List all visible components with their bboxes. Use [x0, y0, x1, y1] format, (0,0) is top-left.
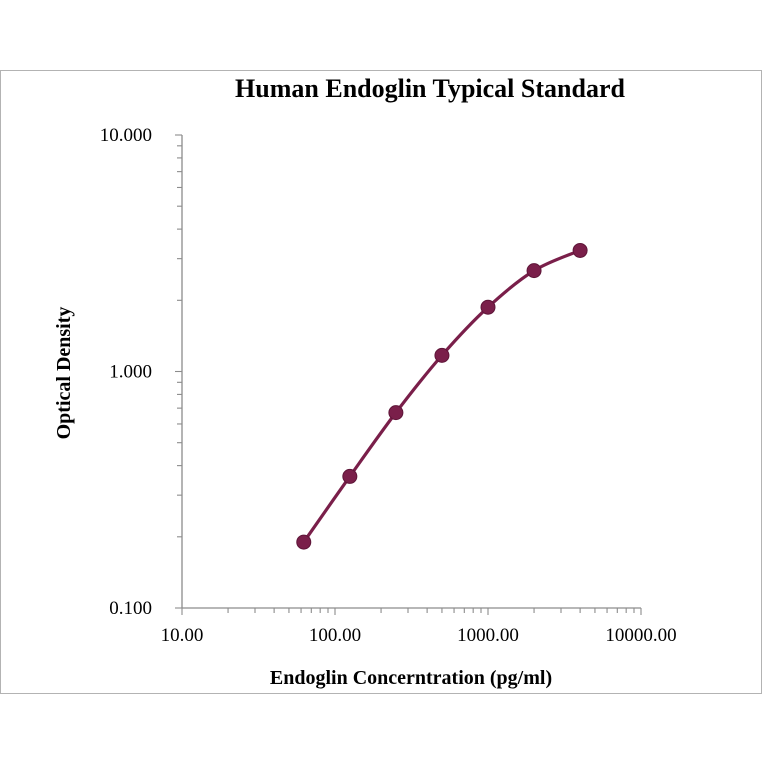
x-tick-label: 10000.00 — [605, 625, 676, 646]
x-tick-label: 1000.00 — [457, 625, 519, 646]
x-tick-label: 100.00 — [309, 625, 361, 646]
series-group — [296, 242, 588, 550]
y-axis-label: Optical Density — [53, 307, 75, 440]
y-tick-label: 0.100 — [109, 598, 152, 619]
data-point — [572, 242, 588, 258]
x-axis-label: Endoglin Concerntration (pg/ml) — [270, 667, 552, 689]
series-line — [302, 248, 582, 544]
data-point — [480, 299, 496, 315]
x-axis-ticks — [181, 608, 642, 615]
data-point — [342, 468, 358, 484]
data-point — [388, 405, 404, 421]
data-point — [526, 263, 542, 279]
x-axis-tick-labels: 10.00 100.00 1000.00 10000.00 — [161, 625, 677, 646]
data-point — [434, 347, 450, 363]
y-tick-label: 1.000 — [109, 362, 152, 383]
y-axis-ticks — [175, 134, 182, 609]
y-axis-tick-labels: 0.100 1.000 10.000 — [100, 125, 152, 619]
y-tick-label: 10.000 — [100, 125, 152, 146]
chart-title: Human Endoglin Typical Standard — [235, 74, 625, 103]
chart-frame — [0, 70, 762, 694]
x-tick-label: 10.00 — [161, 625, 204, 646]
data-point — [296, 534, 312, 550]
